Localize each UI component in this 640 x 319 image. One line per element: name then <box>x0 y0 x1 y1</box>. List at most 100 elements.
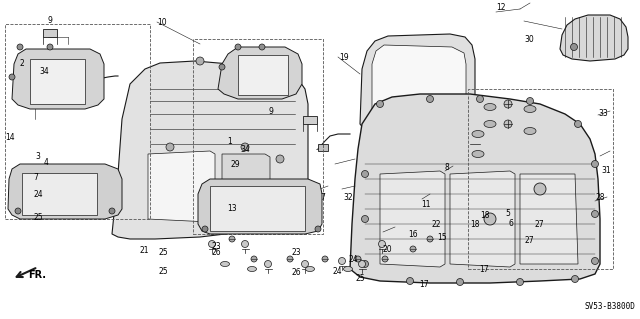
Circle shape <box>17 44 23 50</box>
Circle shape <box>410 246 416 252</box>
Text: 12: 12 <box>496 4 506 12</box>
Text: 18: 18 <box>470 220 480 229</box>
Bar <box>62 76 72 83</box>
Polygon shape <box>372 45 466 131</box>
Circle shape <box>39 95 47 103</box>
Text: 17: 17 <box>419 280 429 289</box>
Text: 24: 24 <box>349 255 358 263</box>
Circle shape <box>241 241 248 248</box>
Polygon shape <box>560 15 628 61</box>
Text: 11: 11 <box>421 200 431 209</box>
Circle shape <box>484 213 496 225</box>
Circle shape <box>572 276 579 283</box>
Text: 9: 9 <box>269 107 274 116</box>
Polygon shape <box>148 151 215 222</box>
Text: 24: 24 <box>333 267 342 276</box>
Text: 7: 7 <box>320 193 325 202</box>
Text: 23: 23 <box>211 242 221 251</box>
Text: 18: 18 <box>480 211 490 220</box>
Text: 26: 26 <box>291 268 301 277</box>
Ellipse shape <box>524 106 536 113</box>
Circle shape <box>251 256 257 262</box>
Circle shape <box>219 64 225 70</box>
Text: 3: 3 <box>35 152 40 161</box>
Bar <box>210 186 305 231</box>
Circle shape <box>339 257 346 264</box>
Circle shape <box>427 236 433 242</box>
Text: 34: 34 <box>240 145 250 154</box>
Bar <box>468 89 613 269</box>
Circle shape <box>229 236 235 242</box>
Text: 25: 25 <box>33 213 43 222</box>
Circle shape <box>264 261 271 268</box>
Text: 6: 6 <box>509 219 514 228</box>
Ellipse shape <box>472 130 484 137</box>
Circle shape <box>322 256 328 262</box>
Circle shape <box>516 278 524 286</box>
Text: 9: 9 <box>48 16 53 25</box>
Text: 32: 32 <box>344 193 353 202</box>
Bar <box>238 55 288 95</box>
Polygon shape <box>198 179 322 234</box>
Text: 13: 13 <box>227 204 237 213</box>
Text: 22: 22 <box>432 220 442 229</box>
Text: 1: 1 <box>227 137 232 146</box>
Polygon shape <box>360 34 475 138</box>
Polygon shape <box>520 174 578 264</box>
Circle shape <box>362 170 369 177</box>
Ellipse shape <box>248 266 257 271</box>
Circle shape <box>235 44 241 50</box>
Bar <box>30 59 85 104</box>
Circle shape <box>109 208 115 214</box>
Text: 19: 19 <box>339 53 349 62</box>
Text: 17: 17 <box>479 265 488 274</box>
Circle shape <box>355 256 361 262</box>
Text: 7: 7 <box>33 173 38 182</box>
Circle shape <box>534 183 546 195</box>
Circle shape <box>376 100 383 108</box>
Ellipse shape <box>305 266 314 271</box>
Ellipse shape <box>221 262 230 266</box>
Circle shape <box>527 98 534 105</box>
Text: 29: 29 <box>230 160 240 169</box>
Text: 23: 23 <box>291 248 301 256</box>
Text: 25: 25 <box>159 267 168 276</box>
Polygon shape <box>380 171 445 267</box>
Circle shape <box>456 278 463 286</box>
Ellipse shape <box>524 128 536 135</box>
Circle shape <box>47 44 53 50</box>
Circle shape <box>362 216 369 222</box>
Text: 2: 2 <box>19 59 24 68</box>
Circle shape <box>362 261 369 268</box>
Text: 20: 20 <box>383 245 392 254</box>
Circle shape <box>504 100 512 108</box>
Circle shape <box>196 57 204 65</box>
Text: 33: 33 <box>598 109 608 118</box>
Circle shape <box>301 261 308 268</box>
Text: FR.: FR. <box>28 270 46 280</box>
Text: 15: 15 <box>437 233 447 242</box>
Text: 27: 27 <box>534 220 544 229</box>
Circle shape <box>591 257 598 264</box>
Circle shape <box>266 67 274 75</box>
Ellipse shape <box>484 103 496 110</box>
Circle shape <box>504 120 512 128</box>
Circle shape <box>591 211 598 218</box>
Text: 27: 27 <box>525 236 534 245</box>
Text: 5: 5 <box>506 209 511 218</box>
Circle shape <box>477 95 483 102</box>
Circle shape <box>575 121 582 128</box>
Text: 26: 26 <box>211 248 221 256</box>
Text: 4: 4 <box>44 158 49 167</box>
Ellipse shape <box>472 151 484 158</box>
Text: 28: 28 <box>595 193 605 202</box>
Text: 21: 21 <box>140 246 149 255</box>
Circle shape <box>570 43 577 50</box>
Polygon shape <box>112 61 308 239</box>
Circle shape <box>315 226 321 232</box>
Ellipse shape <box>484 121 496 128</box>
Circle shape <box>358 261 365 268</box>
Polygon shape <box>350 94 600 283</box>
Bar <box>318 144 328 151</box>
Circle shape <box>406 278 413 285</box>
